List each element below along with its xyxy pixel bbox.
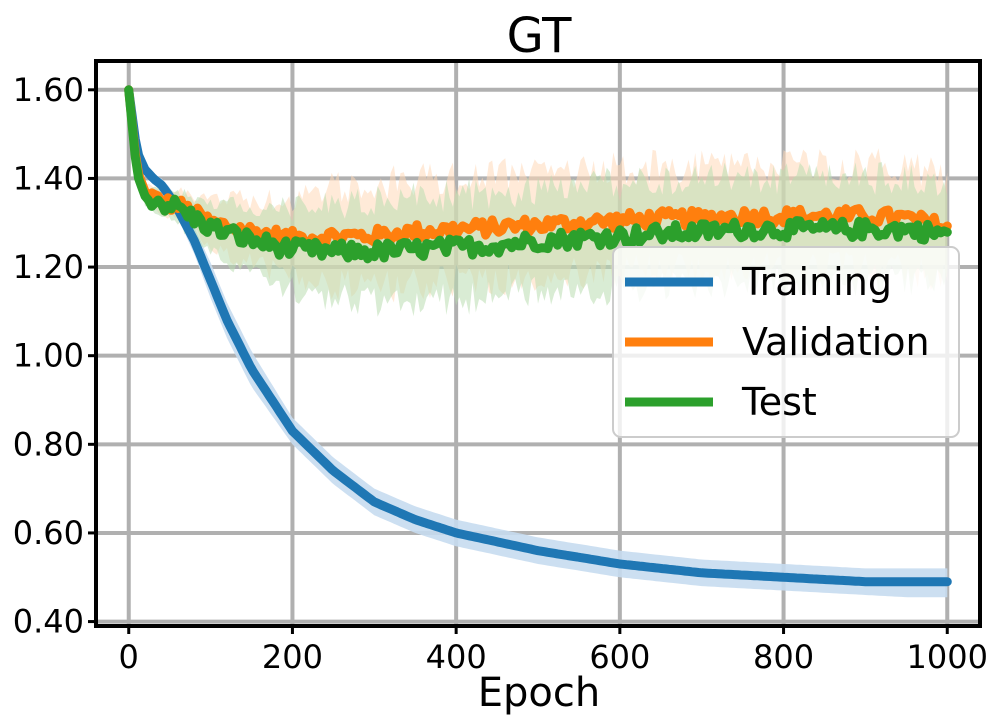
x-tick-label-1: 200 <box>262 638 323 676</box>
y-tick-label-4: 1.20 <box>13 248 84 286</box>
x-tick-label-2: 400 <box>426 638 487 676</box>
legend-label-test: Test <box>741 380 817 424</box>
legend: Training Validation Test <box>612 246 960 438</box>
series-line-training <box>124 85 952 587</box>
y-tick-label-0: 0.40 <box>13 603 84 641</box>
x-tick-label-5: 1000 <box>907 638 988 676</box>
y-axis: 0.40 0.60 0.80 1.00 1.20 1.40 1.60 <box>13 71 96 641</box>
x-tick-label-3: 600 <box>589 638 650 676</box>
x-tick-label-4: 800 <box>753 638 814 676</box>
series-lines <box>124 85 952 587</box>
series-line-test <box>124 85 952 264</box>
x-axis: 0 200 400 600 800 1000 <box>119 626 988 676</box>
legend-label-training: Training <box>741 260 892 304</box>
chart-title: GT <box>507 8 572 64</box>
y-tick-label-6: 1.60 <box>13 71 84 109</box>
legend-box <box>612 246 960 438</box>
legend-label-validation: Validation <box>742 320 930 364</box>
x-axis-title: Epoch <box>478 670 600 716</box>
y-tick-label-2: 0.80 <box>13 425 84 463</box>
y-tick-label-5: 1.40 <box>13 159 84 197</box>
y-tick-label-1: 0.60 <box>13 514 84 552</box>
y-tick-label-3: 1.00 <box>13 337 84 375</box>
plot-frame <box>94 59 982 628</box>
x-tick-label-0: 0 <box>119 638 139 676</box>
